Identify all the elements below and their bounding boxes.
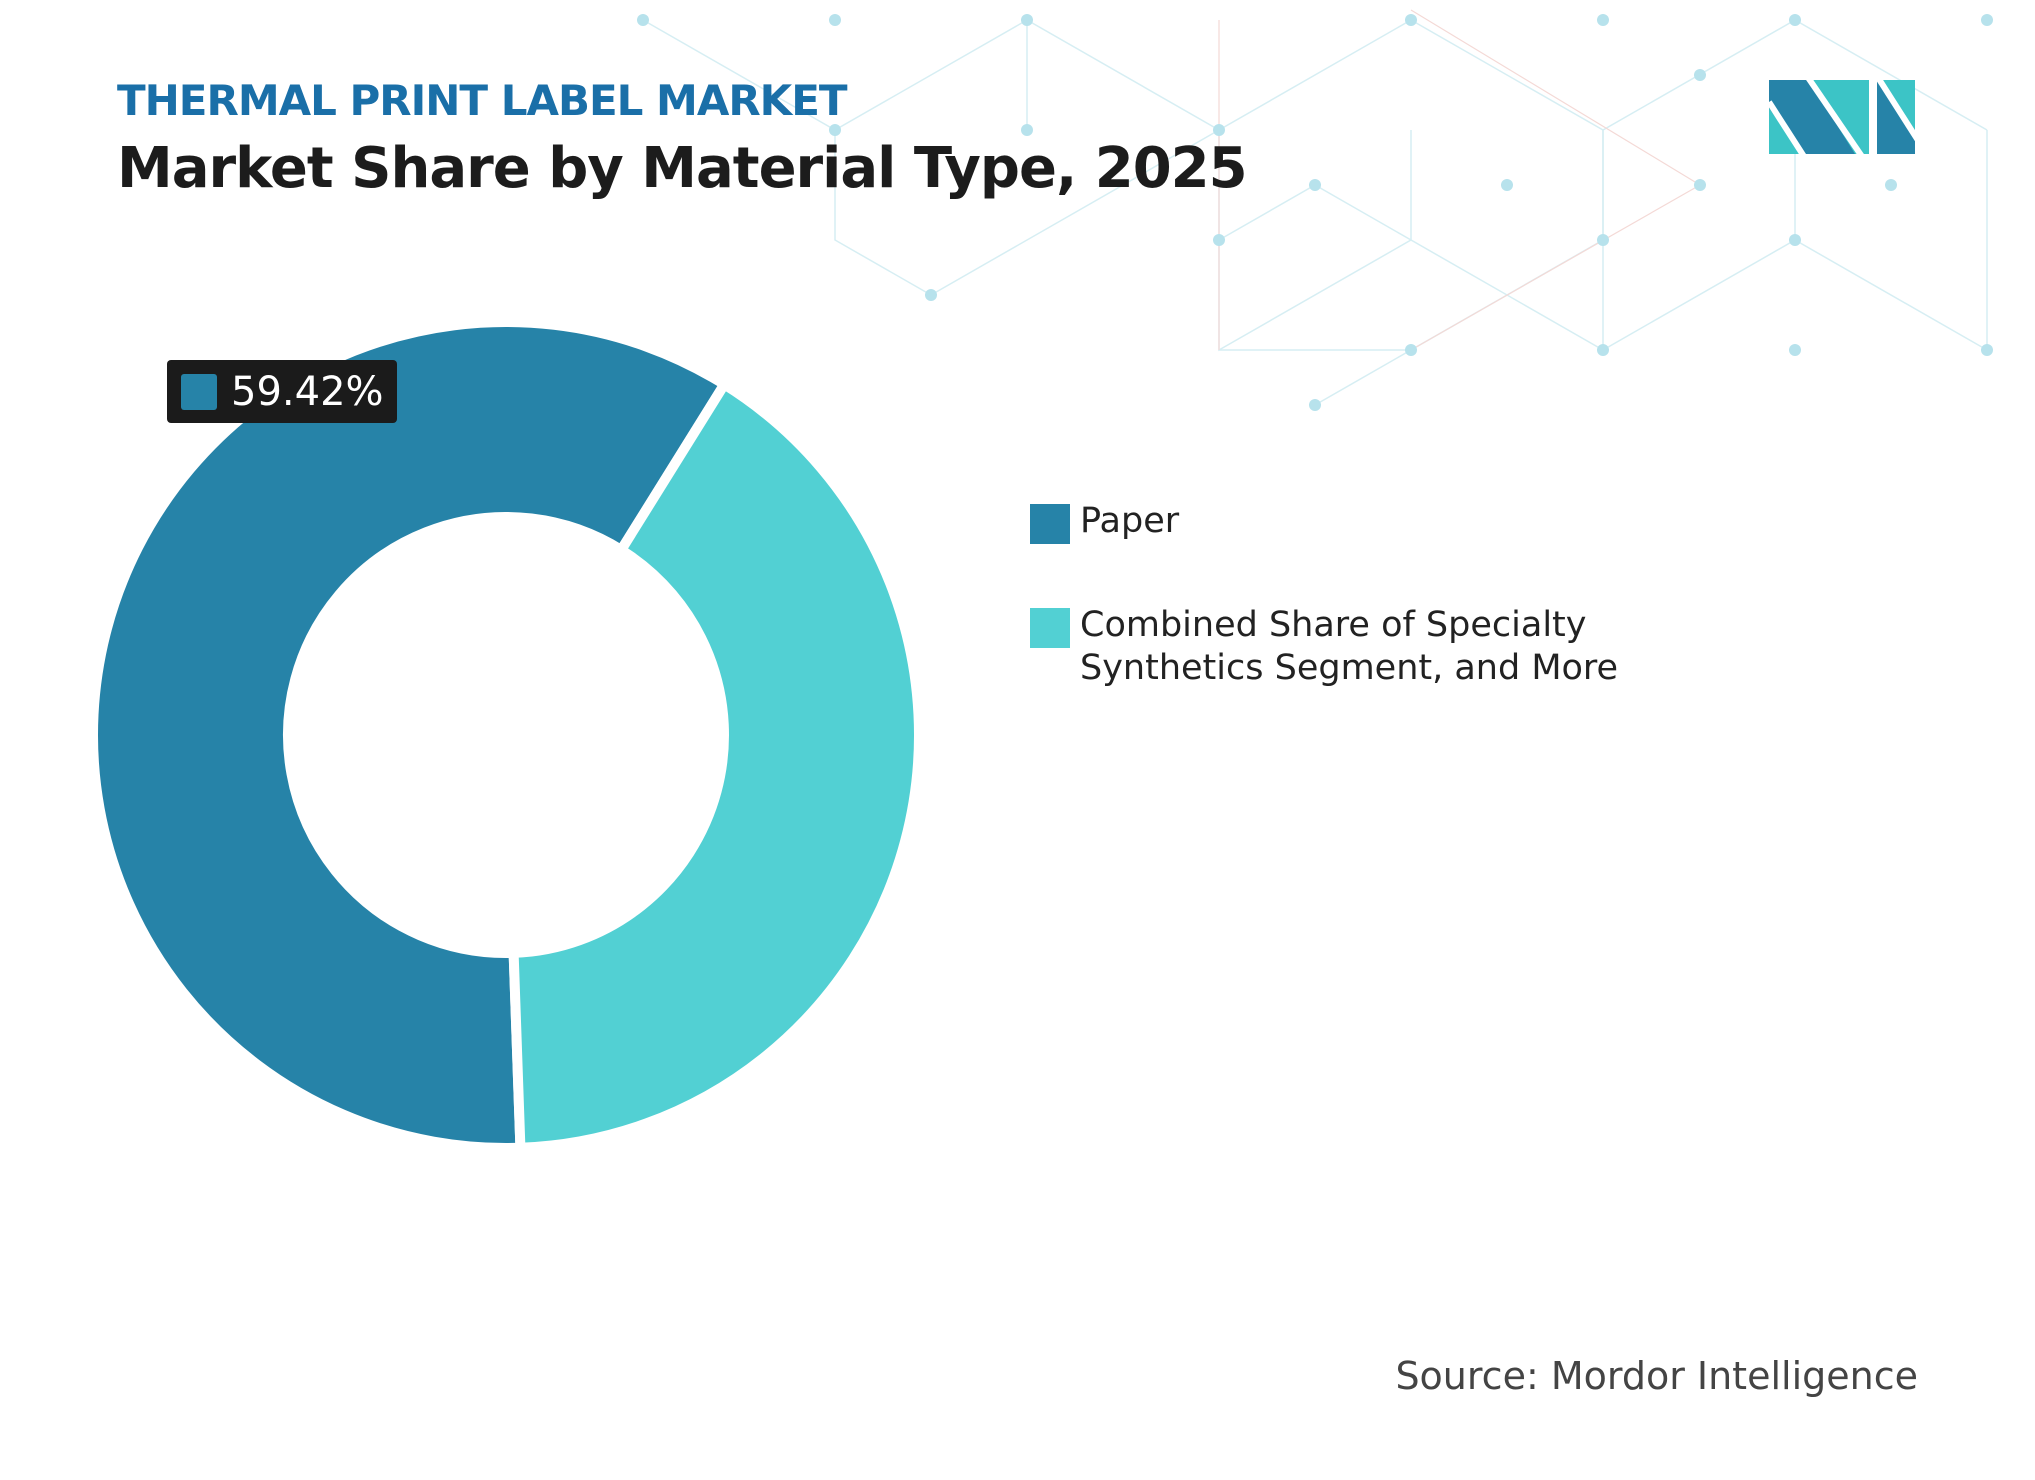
chart-subtitle: THERMAL PRINT LABEL MARKET — [117, 76, 848, 125]
mordor-intelligence-logo-icon — [1769, 80, 1915, 154]
legend-label: Paper — [1080, 501, 1180, 541]
donut-slice-paper — [88, 317, 732, 1153]
legend: Paper Combined Share of Specialty Synthe… — [1030, 500, 1660, 750]
legend-item-paper: Paper — [1030, 500, 1660, 544]
label-swatch — [181, 373, 217, 410]
donut-chart — [88, 317, 925, 1153]
data-label-text: 59.42% — [231, 368, 384, 415]
legend-swatch — [1030, 504, 1070, 544]
legend-label: Combined Share of Specialty Synthetics S… — [1080, 605, 1619, 688]
legend-item-other: Combined Share of Specialty Synthetics S… — [1030, 604, 1660, 690]
data-label-paper: 59.42% — [167, 360, 397, 423]
source-note: Source: Mordor Intelligence — [1395, 1354, 1918, 1398]
legend-swatch — [1030, 608, 1070, 648]
donut-slice-other — [508, 377, 925, 1153]
chart-title: Market Share by Material Type, 2025 — [117, 136, 1248, 201]
